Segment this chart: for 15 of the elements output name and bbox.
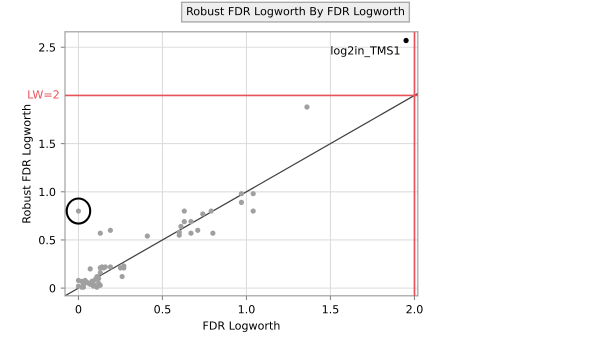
x-tick-label: 0.5	[154, 305, 170, 314]
x-tick-label: 2.0	[406, 305, 423, 314]
x-tick-label: 1.5	[322, 305, 338, 314]
ref-line-label: LW=2	[28, 90, 59, 98]
x-axis-title: FDR Logworth	[204, 321, 280, 332]
annotation: log2in_TMS1	[331, 46, 400, 58]
y-tick-label: 0	[50, 284, 56, 292]
y-tick-label: 2.5	[39, 43, 56, 52]
y-tick-label: 1.0	[40, 188, 56, 196]
chart-title: Robust FDR Logworth By FDR Logworth	[187, 6, 404, 18]
x-tick-label: 0	[76, 305, 82, 314]
y-tick-label: 0.5	[39, 236, 56, 244]
y-tick-label: 1.5	[40, 140, 56, 148]
x-tick-label: 1.0	[238, 305, 255, 314]
y-axis-title: Robust FDR Logworth	[22, 104, 33, 223]
